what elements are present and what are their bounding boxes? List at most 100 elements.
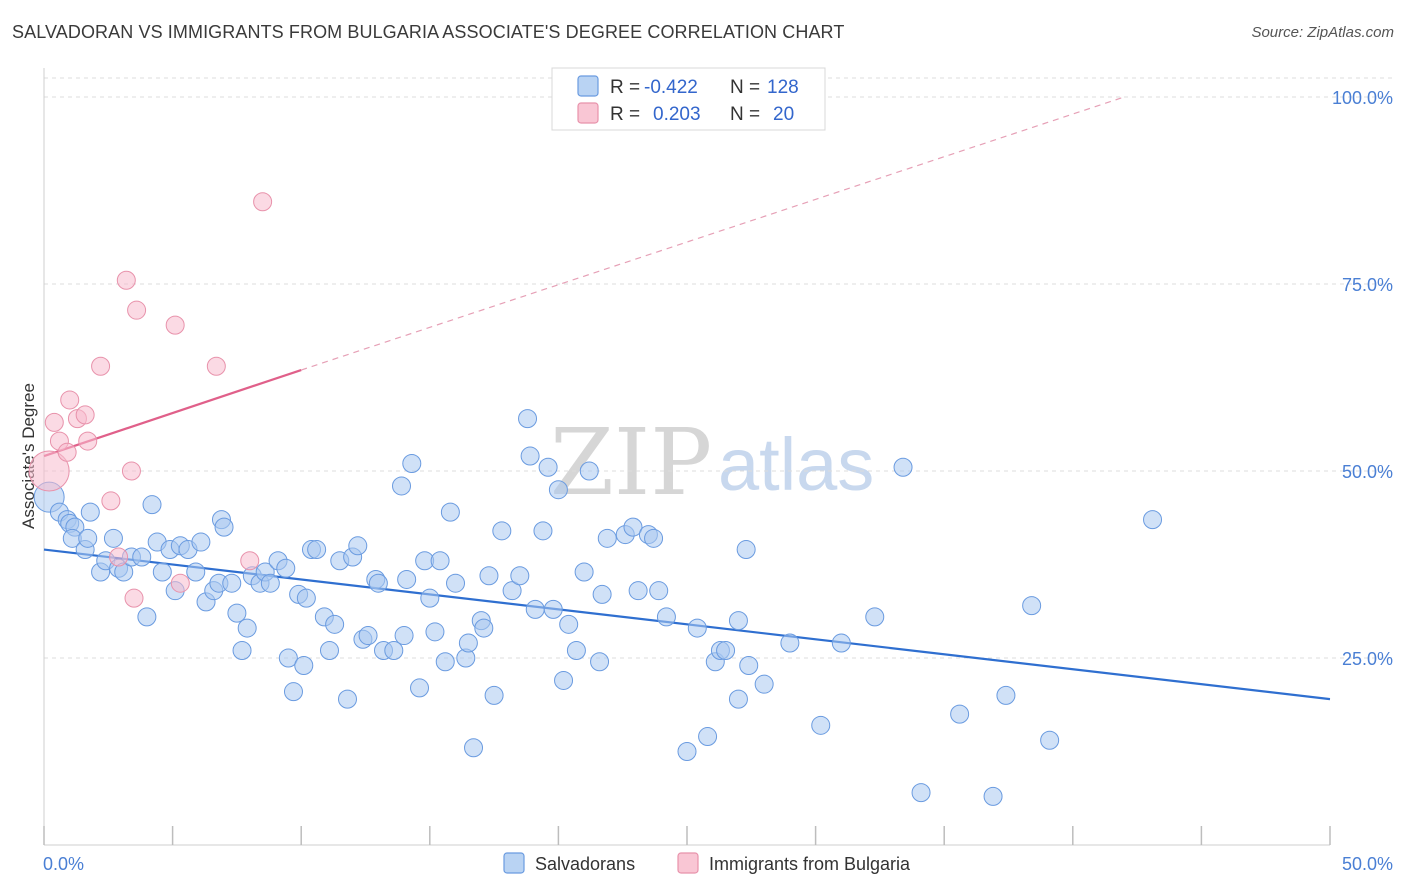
bulgaria-point	[240, 551, 260, 571]
salvadorans-point	[520, 446, 540, 466]
watermark-atlas: atlas	[718, 423, 874, 506]
salvadorans-point	[492, 521, 512, 541]
salvadorans-point	[446, 573, 466, 593]
salvadorans-point	[538, 457, 558, 477]
salvadorans-point	[474, 618, 494, 638]
salvadorans-point	[430, 551, 450, 571]
salvadorans-point	[716, 641, 736, 661]
legend-r-value-1: -0.422	[644, 77, 698, 98]
legend-n-value-2: 20	[773, 104, 794, 125]
salvadorans-point	[592, 584, 612, 604]
bulgaria-point	[28, 450, 70, 492]
salvadorans-point	[566, 641, 586, 661]
salvadorans-point	[574, 562, 594, 582]
salvadorans-point	[865, 607, 885, 627]
salvadorans-point	[278, 648, 298, 668]
salvadorans-point	[394, 626, 414, 646]
bulgaria-point	[170, 573, 190, 593]
salvadorans-point	[325, 614, 345, 634]
x-tick-label: 0.0%	[43, 854, 84, 874]
bulgaria-point	[60, 390, 80, 410]
salvadorans-point	[425, 622, 445, 642]
salvadorans-point	[628, 581, 648, 601]
salvadorans-point	[392, 476, 412, 496]
y-tick-label: 75.0%	[1342, 275, 1393, 295]
salvadorans-point	[137, 607, 157, 627]
y-tick-labels: 100.0% 75.0% 50.0% 25.0%	[1332, 88, 1393, 669]
salvadorans-point	[484, 685, 504, 705]
salvadorans-point	[525, 599, 545, 619]
salvadorans-point	[142, 495, 162, 515]
salvadorans-point	[996, 685, 1016, 705]
bulgaria-point	[78, 431, 98, 451]
bulgaria-point	[101, 491, 121, 511]
salvadorans-point	[893, 457, 913, 477]
bulgaria-point	[109, 547, 129, 567]
legend-r-label-2: R =	[610, 104, 640, 125]
salvadorans-point	[384, 641, 404, 661]
salvadorans-point	[337, 689, 357, 709]
x-tick-label: 50.0%	[1342, 854, 1393, 874]
legend-r-label-1: R =	[610, 77, 640, 98]
bulgaria-point	[121, 461, 141, 481]
salvadorans-point	[307, 540, 327, 560]
salvadorans-point	[533, 521, 553, 541]
salvadorans-point	[623, 517, 643, 537]
bulgaria-point	[165, 315, 185, 335]
legend-n-value-1: 128	[767, 77, 799, 98]
y-axis-title: Associate's Degree	[19, 383, 38, 529]
salvadorans-point	[294, 655, 314, 675]
salvadorans-point	[435, 652, 455, 672]
legend-swatch-salvadorans	[577, 75, 599, 97]
salvadorans-trend-line	[43, 548, 1331, 701]
salvadorans-point	[983, 786, 1003, 806]
bulgaria-point	[44, 412, 64, 432]
chart-title: SALVADORAN VS IMMIGRANTS FROM BULGARIA A…	[12, 22, 845, 42]
salvadorans-point	[103, 528, 123, 548]
salvadorans-point	[232, 641, 252, 661]
salvadorans-point	[358, 626, 378, 646]
salvadorans-point	[656, 607, 676, 627]
salvadorans-point	[402, 454, 422, 474]
salvadorans-point	[479, 566, 499, 586]
salvadorans-point	[78, 528, 98, 548]
salvadorans-point	[677, 742, 697, 761]
salvadorans-point	[191, 532, 211, 552]
source-label: Source: ZipAtlas.com	[1251, 24, 1394, 41]
y-tick-label: 50.0%	[1342, 462, 1393, 482]
series-swatch-bulgaria	[677, 852, 699, 874]
salvadorans-point	[1040, 730, 1060, 750]
x-ticks	[43, 826, 1331, 845]
salvadorans-point	[186, 562, 206, 582]
salvadorans-point	[554, 670, 574, 690]
salvadorans-point	[260, 573, 280, 593]
salvadorans-point	[420, 588, 440, 608]
salvadorans-point	[464, 738, 484, 758]
salvadorans-point	[518, 409, 538, 429]
salvadorans-point	[368, 573, 388, 593]
salvadorans-point	[754, 674, 774, 694]
salvadorans-point	[510, 566, 530, 586]
salvadorans-point	[548, 480, 568, 500]
salvadorans-point	[237, 618, 257, 638]
series-legend: Salvadorans Immigrants from Bulgaria	[503, 852, 911, 874]
salvadorans-point	[687, 618, 707, 638]
salvadorans-point	[780, 633, 800, 653]
salvadorans-point	[397, 569, 417, 589]
bulgaria-trend-extension	[301, 96, 1125, 371]
bulgaria-point	[124, 588, 144, 608]
salvadorans-point	[502, 581, 522, 601]
salvadorans-point	[283, 682, 303, 702]
series-swatch-salvadorans	[503, 852, 525, 874]
salvadorans-point	[590, 652, 610, 672]
bulgaria-point	[75, 405, 95, 425]
series-label-salvadorans: Salvadorans	[535, 854, 635, 874]
salvadorans-point	[831, 633, 851, 653]
legend-n-label-2: N =	[730, 104, 760, 125]
salvadorans-point	[296, 588, 316, 608]
salvadorans-point	[739, 655, 759, 675]
salvadorans-point	[1022, 596, 1042, 616]
salvadorans-point	[728, 689, 748, 709]
bulgaria-point	[127, 300, 147, 320]
salvadorans-point	[728, 611, 748, 631]
